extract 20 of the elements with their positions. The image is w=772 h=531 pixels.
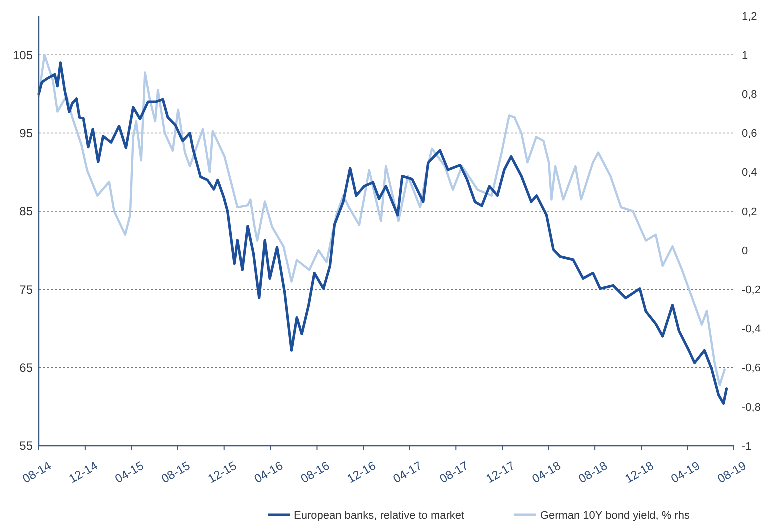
y-tick-label: 75 bbox=[20, 282, 34, 297]
y2-tick-label: 0,4 bbox=[742, 167, 758, 180]
y2-tick-label: 1,2 bbox=[742, 10, 758, 23]
y-tick-label: 95 bbox=[20, 126, 34, 140]
y2-tick-label: 0,6 bbox=[742, 128, 758, 140]
y2-tick-label: -0,4 bbox=[742, 324, 761, 336]
y-tick-label: 55 bbox=[20, 439, 34, 454]
y2-tick-label: 0,2 bbox=[742, 206, 758, 218]
y2-tick-label: 1 bbox=[742, 50, 748, 62]
y2-tick-label: -0,6 bbox=[742, 362, 761, 375]
y2-tick-label: 0 bbox=[742, 245, 748, 258]
y2-tick-label: -0,2 bbox=[742, 284, 761, 296]
y-tick-label: 65 bbox=[20, 361, 34, 376]
y2-tick-label: 0,8 bbox=[742, 89, 758, 102]
legend-label: German 10Y bond yield, % rhs bbox=[540, 510, 690, 522]
y2-tick-label: -0,8 bbox=[742, 402, 761, 414]
y2-tick-label: -1 bbox=[742, 440, 752, 453]
y-tick-label: 105 bbox=[12, 48, 34, 62]
legend-label: European banks, relative to market bbox=[294, 510, 465, 522]
y-tick-label: 85 bbox=[20, 204, 34, 219]
